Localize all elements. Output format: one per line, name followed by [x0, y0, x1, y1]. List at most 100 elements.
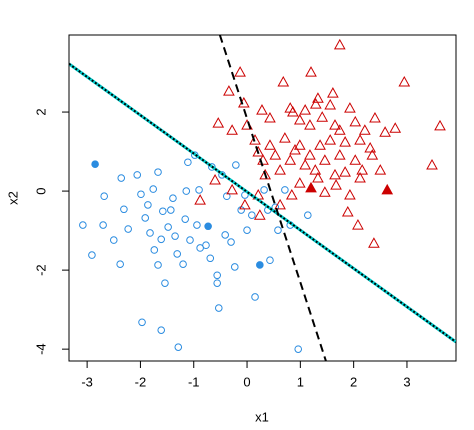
triangle-point	[324, 134, 337, 145]
triangle-point	[398, 75, 411, 87]
circle-point	[167, 206, 175, 214]
circle-point	[171, 232, 179, 240]
triangle-point	[312, 172, 324, 183]
triangle-point	[287, 106, 299, 117]
circle-point	[146, 229, 154, 237]
circle-point	[173, 250, 182, 258]
circle-point	[174, 343, 183, 351]
circle-point	[184, 158, 192, 167]
triangle-point	[329, 168, 341, 180]
triangle-point	[364, 141, 377, 153]
circle-point	[204, 222, 212, 231]
triangle-point	[434, 119, 446, 131]
circle-point	[141, 214, 150, 222]
y-tick-label: 0	[33, 187, 48, 194]
triangle-point	[279, 132, 291, 143]
circle-point	[157, 326, 166, 334]
circle-point	[150, 246, 159, 254]
x-tick-label: -1	[188, 374, 200, 389]
triangle-point	[209, 173, 221, 185]
triangle-point	[277, 75, 290, 87]
triangle-point	[333, 38, 346, 50]
x-tick-label: -3	[81, 374, 93, 389]
circle-point	[208, 163, 216, 171]
triangle-point	[352, 219, 364, 230]
y-axis-label: x2	[5, 191, 20, 205]
triangle-point	[274, 198, 286, 210]
triangle-point	[354, 172, 366, 183]
triangle-point	[379, 126, 391, 137]
circle-point	[237, 206, 245, 214]
circle-point	[169, 194, 177, 202]
circle-point	[124, 225, 132, 233]
triangle-point	[426, 158, 438, 170]
x-tick-label: 0	[243, 374, 250, 389]
circle-point	[304, 211, 312, 219]
triangle-point	[341, 205, 354, 217]
x-axis-label: x1	[255, 409, 269, 424]
circle-point	[99, 221, 107, 229]
y-tick-label: -4	[33, 343, 48, 355]
circle-point	[137, 190, 145, 199]
x-tick-label: 2	[350, 374, 357, 389]
triangle-point	[293, 113, 306, 125]
triangle-point	[305, 66, 317, 77]
triangle-point	[354, 134, 366, 145]
triangle-point	[264, 111, 276, 123]
circle-point	[222, 192, 231, 201]
triangle-point	[333, 149, 346, 160]
triangle-point	[327, 87, 339, 98]
circle-point	[186, 236, 194, 244]
triangle-point	[249, 134, 261, 145]
triangle-point	[274, 164, 286, 175]
circle-point	[157, 235, 166, 244]
triangle-point	[256, 104, 268, 115]
circle-point	[88, 251, 96, 259]
triangle-point	[349, 115, 362, 127]
triangle-point	[226, 183, 238, 195]
circle-point	[144, 201, 152, 209]
triangle-point	[324, 98, 337, 110]
triangle-point	[330, 179, 342, 190]
triangle-point	[319, 154, 331, 165]
triangle-point	[212, 117, 225, 128]
circle-point	[79, 221, 87, 229]
triangle-point	[366, 149, 379, 160]
triangle-point	[374, 164, 387, 175]
circle-point	[206, 254, 215, 263]
triangle-point	[358, 124, 371, 135]
triangle-point	[329, 119, 341, 130]
triangle-point	[253, 209, 266, 220]
circle-point	[281, 186, 289, 194]
triangle-point	[226, 124, 238, 135]
y-tick-label: 2	[33, 108, 48, 115]
triangle-point	[339, 136, 351, 147]
triangle-point	[293, 177, 306, 188]
plot-frame	[68, 34, 457, 362]
x-tick-label: -2	[135, 374, 147, 389]
triangle-point	[344, 102, 356, 113]
circle-point	[182, 187, 191, 195]
circle-point	[251, 293, 259, 301]
boundary-line	[218, 35, 327, 361]
triangle-point	[299, 158, 311, 170]
triangle-point	[314, 139, 326, 150]
triangle-point	[269, 149, 282, 160]
circle-point	[159, 207, 167, 216]
triangle-point	[194, 194, 206, 205]
circle-point	[274, 226, 282, 235]
triangle-point	[309, 98, 322, 109]
x-tick-label: 1	[297, 374, 304, 389]
triangle-point	[389, 122, 402, 133]
circle-point	[227, 238, 235, 246]
x-tick-label: 3	[403, 374, 410, 389]
circle-point	[117, 174, 126, 182]
circle-point	[100, 192, 108, 201]
triangle-point	[309, 164, 322, 175]
triangle-point	[381, 183, 394, 195]
circle-point	[154, 168, 162, 176]
triangle-point	[252, 145, 265, 157]
circle-point	[232, 161, 240, 169]
circle-point	[154, 261, 162, 269]
